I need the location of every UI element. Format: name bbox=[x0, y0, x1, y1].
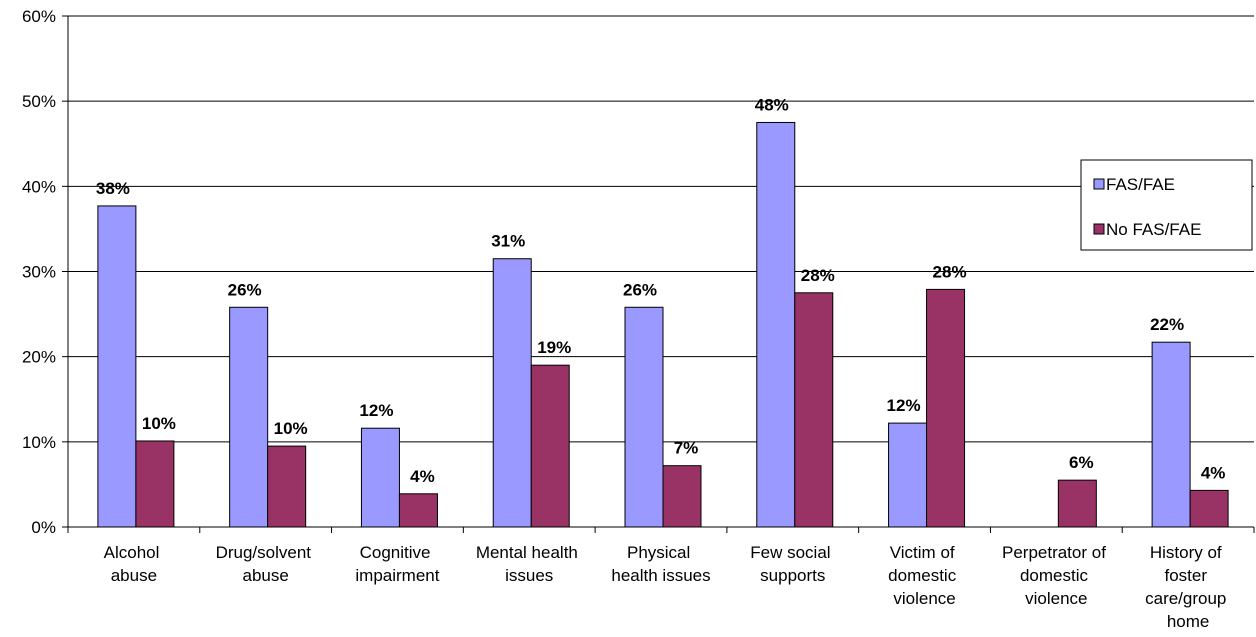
legend-box bbox=[1080, 159, 1253, 251]
bar bbox=[1189, 489, 1229, 528]
data-label: 10% bbox=[142, 414, 176, 433]
y-tick-label: 10% bbox=[22, 433, 56, 452]
data-label: 4% bbox=[1201, 463, 1226, 482]
x-tick-label: Physical health issues bbox=[611, 543, 710, 585]
y-tick-label: 0% bbox=[31, 518, 56, 537]
data-label: 12% bbox=[359, 401, 393, 420]
data-label: 12% bbox=[887, 396, 921, 415]
bar bbox=[267, 445, 307, 528]
y-tick-label: 20% bbox=[22, 348, 56, 367]
data-label: 26% bbox=[623, 280, 657, 299]
data-label: 7% bbox=[674, 439, 699, 458]
bar bbox=[229, 306, 269, 528]
bar bbox=[624, 306, 664, 528]
data-label: 4% bbox=[410, 467, 435, 486]
x-tick-label: Drug/solvent abuse bbox=[216, 543, 316, 585]
x-tick-label: Victim of domestic violence bbox=[888, 543, 961, 608]
bar bbox=[97, 205, 137, 528]
y-tick-label: 30% bbox=[22, 263, 56, 282]
bar bbox=[135, 440, 175, 528]
x-tick-label: Perpetrator of domestic violence bbox=[1002, 543, 1111, 608]
bar bbox=[794, 292, 834, 528]
bar bbox=[1057, 479, 1097, 528]
bar bbox=[662, 465, 702, 528]
data-label: 6% bbox=[1069, 453, 1094, 472]
bar bbox=[756, 121, 796, 528]
y-tick-label: 50% bbox=[22, 92, 56, 111]
legend-label: FAS/FAE bbox=[1106, 175, 1175, 194]
bar bbox=[1151, 341, 1191, 528]
data-label: 19% bbox=[537, 338, 571, 357]
y-tick-label: 60% bbox=[22, 7, 56, 26]
x-tick-label: Alcohol abuse bbox=[104, 543, 164, 585]
y-tick-label: 40% bbox=[22, 177, 56, 196]
bar bbox=[926, 288, 966, 528]
x-tick-label: Few social supports bbox=[750, 543, 835, 585]
data-label: 26% bbox=[228, 280, 262, 299]
bar bbox=[360, 427, 400, 528]
data-label: 31% bbox=[491, 232, 525, 251]
bar bbox=[888, 422, 928, 528]
bar bbox=[492, 258, 532, 528]
data-label: 10% bbox=[274, 419, 308, 438]
legend-swatch bbox=[1093, 223, 1105, 235]
data-label: 28% bbox=[801, 266, 835, 285]
data-label: 22% bbox=[1150, 315, 1184, 334]
x-tick-label: Mental health issues bbox=[476, 543, 583, 585]
data-label: 38% bbox=[96, 179, 130, 198]
legend-label: No FAS/FAE bbox=[1106, 220, 1201, 239]
data-label: 28% bbox=[933, 262, 967, 281]
bar bbox=[530, 364, 570, 528]
x-tick-label: History of foster care/group home bbox=[1145, 543, 1231, 631]
bar bbox=[398, 493, 438, 528]
x-tick-label: Cognitive impairment bbox=[355, 543, 439, 585]
legend-swatch bbox=[1093, 178, 1105, 190]
data-label: 48% bbox=[755, 95, 789, 114]
